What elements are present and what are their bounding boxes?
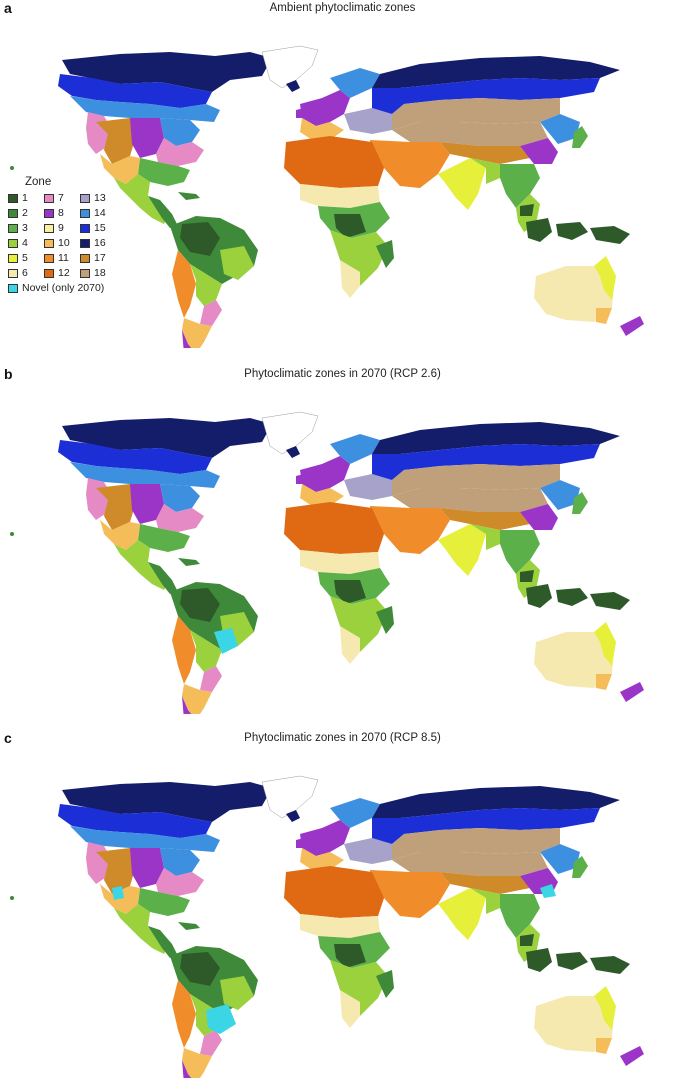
legend-swatch — [44, 268, 54, 278]
legend-label: 1 — [22, 192, 28, 204]
panel-letter: c — [4, 730, 12, 746]
legend-swatch — [44, 253, 54, 263]
legend-label: 12 — [58, 267, 70, 279]
legend-swatch — [8, 283, 18, 293]
legend-label: 14 — [94, 207, 106, 219]
legend-swatch — [44, 238, 54, 248]
legend-swatch — [8, 268, 18, 278]
legend-item: 18 — [80, 267, 120, 279]
legend-item: 4 — [8, 237, 44, 249]
panel-letter: b — [4, 366, 13, 382]
legend-item: 14 — [80, 207, 120, 219]
world-map — [9, 411, 645, 714]
legend-item: 3 — [8, 222, 44, 234]
legend-label: 8 — [58, 207, 64, 219]
legend-item: 8 — [44, 207, 80, 219]
panel-a: a Ambient phytoclimatic zones Zone 1 7 13 2… — [0, 0, 685, 355]
legend-label: 7 — [58, 192, 64, 204]
legend-title: Zone — [25, 176, 52, 188]
legend-label: 11 — [58, 252, 69, 264]
legend-swatch — [80, 253, 90, 263]
world-map — [9, 775, 645, 1078]
panel-title: Ambient phytoclimatic zones — [269, 2, 416, 14]
legend-item: 2 — [8, 207, 44, 219]
legend-swatch — [8, 238, 18, 248]
legend-item-novel: Novel (only 2070) — [8, 282, 138, 294]
legend-label: 3 — [22, 222, 28, 234]
legend-swatch — [80, 193, 90, 203]
legend-swatch — [44, 208, 54, 218]
legend-label: 18 — [94, 267, 106, 279]
legend-label: Novel (only 2070) — [22, 282, 105, 294]
legend-item: 17 — [80, 252, 120, 264]
legend-swatch — [80, 238, 90, 248]
legend-item: 1 — [8, 192, 44, 204]
zone-legend: Zone 1 7 13 2 8 14 3 9 15 4 10 16 5 11 17 6 12 18 Novel (… — [8, 176, 138, 294]
legend-label: 4 — [22, 237, 28, 249]
legend-item: 7 — [44, 192, 80, 204]
panel-b: b Phytoclimatic zones in 2070 (RCP 2.6) — [0, 366, 685, 721]
legend-item: 10 — [44, 237, 80, 249]
legend-swatch — [8, 208, 18, 218]
legend-swatch — [80, 223, 90, 233]
legend-item: 9 — [44, 222, 80, 234]
legend-label: 17 — [94, 252, 106, 264]
legend-item: 5 — [8, 252, 44, 264]
legend-swatch — [8, 253, 18, 263]
legend-item: 16 — [80, 237, 120, 249]
legend-item: 11 — [44, 252, 80, 264]
legend-swatch — [8, 193, 18, 203]
legend-item: 13 — [80, 192, 120, 204]
legend-label: 16 — [94, 237, 106, 249]
legend-swatch — [80, 268, 90, 278]
legend-swatch — [80, 208, 90, 218]
legend-label: 6 — [22, 267, 28, 279]
legend-swatch — [44, 193, 54, 203]
legend-label: 15 — [94, 222, 106, 234]
legend-label: 9 — [58, 222, 64, 234]
panel-c: c Phytoclimatic zones in 2070 (RCP 8.5) — [0, 730, 685, 1078]
legend-label: 10 — [58, 237, 70, 249]
legend-label: 5 — [22, 252, 28, 264]
legend-item: 6 — [8, 267, 44, 279]
legend-item: 15 — [80, 222, 120, 234]
legend-swatch — [8, 223, 18, 233]
legend-item: 12 — [44, 267, 80, 279]
legend-label: 2 — [22, 207, 28, 219]
legend-label: 13 — [94, 192, 106, 204]
legend-grid: 1 7 13 2 8 14 3 9 15 4 10 16 5 11 17 6 12 18 — [8, 192, 138, 279]
panel-letter: a — [4, 0, 12, 16]
panel-title: Phytoclimatic zones in 2070 (RCP 2.6) — [244, 368, 441, 380]
panel-title: Phytoclimatic zones in 2070 (RCP 8.5) — [244, 732, 441, 744]
legend-swatch — [44, 223, 54, 233]
